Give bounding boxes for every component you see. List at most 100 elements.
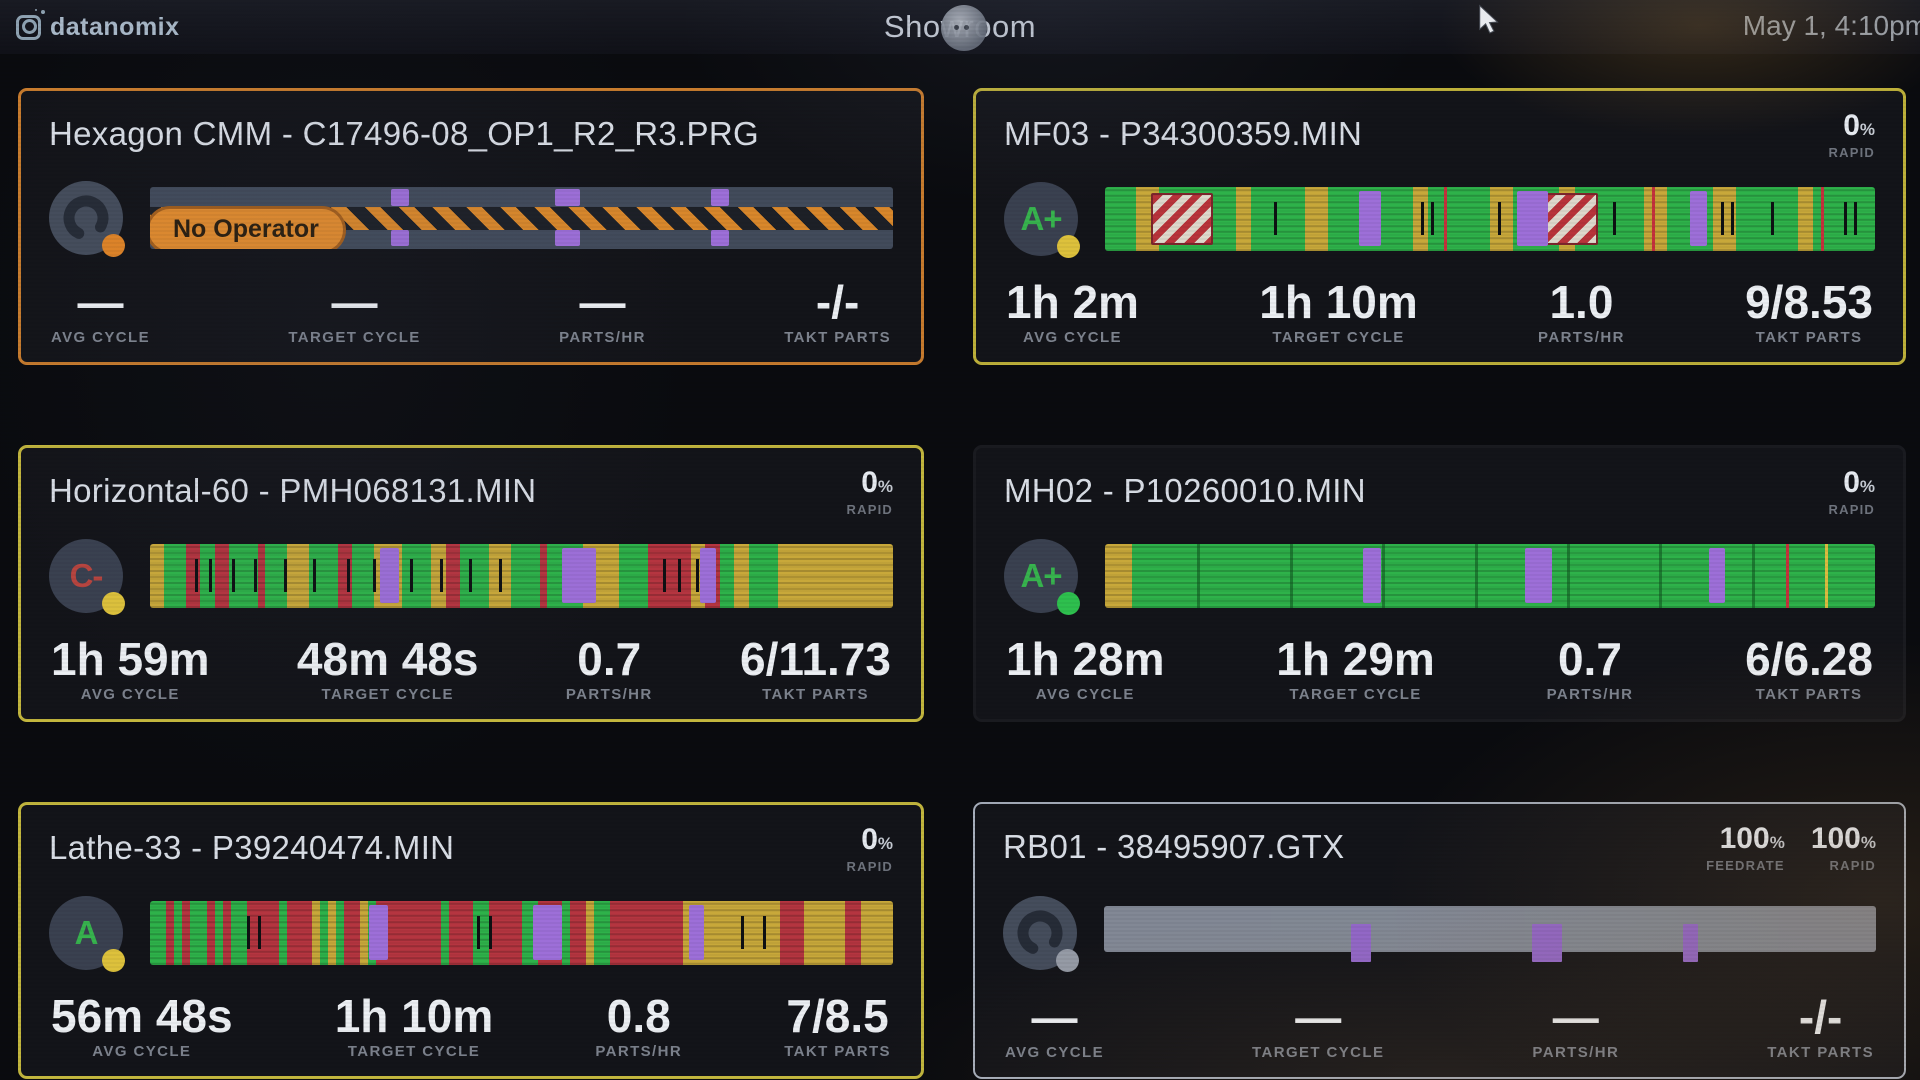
stat-avg-cycle: 56m 48s AVG CYCLE (51, 989, 233, 1060)
operator-event-block (562, 548, 596, 604)
override-meters: 0% RAPID (847, 468, 893, 518)
no-operator-badge: No Operator (150, 205, 346, 250)
operator-event-block (1683, 924, 1699, 962)
override-meters: 0% RAPID (1828, 466, 1875, 518)
barrier-block (1543, 192, 1598, 246)
tile-header: Horizontal-60 - PMH068131.MIN 0% RAPID (49, 468, 893, 518)
machine-tile[interactable]: RB01 - 38495907.GTX 100% FEEDRATE 100% RAPI… (973, 802, 1906, 1079)
tile-header: MH02 - P10260010.MIN 0% RAPID (1004, 466, 1875, 518)
override-meter-rapid: 0% RAPID (846, 823, 893, 875)
machine-tile[interactable]: Hexagon CMM - C17496-08_OP1_R2_R3.PRG No… (18, 88, 924, 365)
stat-takt-parts: -/- TAKT PARTS (784, 275, 891, 346)
stat-target-cycle: — TARGET CYCLE (288, 275, 421, 346)
top-bar: datanomix Showroom May 1, 4:10pm (0, 0, 1920, 54)
override-meter-rapid: 0% RAPID (1828, 109, 1875, 161)
operator-event-block (391, 189, 410, 206)
machine-program-title: MH02 - P10260010.MIN (1004, 472, 1366, 509)
stat-takt-parts: 6/6.28 TAKT PARTS (1745, 632, 1873, 703)
stats-row: 1h 28m AVG CYCLE 1h 29m TARGET CYCLE 0.7 PART… (1004, 632, 1875, 703)
machine-program-title: Hexagon CMM - C17496-08_OP1_R2_R3.PRG (49, 115, 759, 152)
production-grade-icon: A (49, 895, 125, 972)
stat-avg-cycle: 1h 2m AVG CYCLE (1006, 275, 1139, 346)
stat-target-cycle: 1h 10m TARGET CYCLE (1259, 275, 1418, 346)
stat-target-cycle: 1h 10m TARGET CYCLE (334, 989, 494, 1060)
stat-takt-parts: 7/8.5 TAKT PARTS (784, 989, 891, 1060)
stat-takt-parts: 9/8.53 TAKT PARTS (1745, 275, 1873, 346)
stat-avg-cycle: — AVG CYCLE (51, 275, 150, 346)
stat-parts-hr: 0.7 PARTS/HR (565, 632, 653, 703)
stats-row: 56m 48s AVG CYCLE 1h 10m TARGET CYCLE 0.8 PAR… (49, 989, 893, 1060)
grade-letter: A (74, 913, 99, 951)
machine-tile-grid: Hexagon CMM - C17496-08_OP1_R2_R3.PRG No… (18, 88, 1906, 1079)
operator-event-block (554, 229, 581, 247)
status-dot (1057, 591, 1080, 615)
machine-tile[interactable]: MF03 - P34300359.MIN 0% RAPID A+ 1h 2m AVG… (973, 88, 1906, 365)
machine-tile[interactable]: MH02 - P10260010.MIN 0% RAPID A+ 1h 28m AV… (973, 445, 1906, 722)
tile-body: No Operator (49, 176, 893, 260)
override-meters: 100% FEEDRATE 100% RAPID (1706, 822, 1876, 874)
operator-event-block (1532, 924, 1562, 962)
mouse-cursor (1479, 4, 1499, 34)
stat-target-cycle: 1h 29m TARGET CYCLE (1276, 632, 1435, 703)
stat-takt-parts: -/- TAKT PARTS (1767, 990, 1874, 1061)
stat-parts-hr: 1.0 PARTS/HR (1538, 275, 1625, 346)
machine-program-title: RB01 - 38495907.GTX (1003, 828, 1345, 865)
operator-event-block (710, 189, 729, 206)
tile-body: A (49, 891, 893, 975)
tile-header: RB01 - 38495907.GTX 100% FEEDRATE 100% RAPI… (1003, 822, 1876, 874)
stat-avg-cycle: 1h 28m AVG CYCLE (1006, 632, 1165, 703)
operator-event-block (1351, 924, 1372, 962)
status-dot (1057, 234, 1080, 258)
operator-event-block (1362, 548, 1381, 604)
stats-row: — AVG CYCLE — TARGET CYCLE — PARTS/HR -/- TAKT … (49, 275, 893, 346)
cycle-timeline-bar (150, 900, 893, 965)
cycle-timeline-bar (1105, 186, 1875, 251)
stat-takt-parts: 6/11.73 TAKT PARTS (740, 632, 891, 703)
status-dot (102, 591, 125, 615)
operator-event-block (699, 548, 717, 604)
datanomix-logo-icon (16, 9, 45, 40)
machine-tile[interactable]: Horizontal-60 - PMH068131.MIN 0% RAPID C-… (18, 445, 924, 722)
grade-letter: A+ (1020, 556, 1062, 594)
grade-letter: A+ (1020, 199, 1062, 237)
cycle-timeline-bar (150, 543, 893, 608)
operator-event-block (380, 548, 399, 604)
stat-target-cycle: 48m 48s TARGET CYCLE (296, 632, 479, 703)
operator-event-block (1690, 191, 1708, 247)
stats-row: 1h 2m AVG CYCLE 1h 10m TARGET CYCLE 1.0 PARTS… (1004, 275, 1875, 346)
tile-header: Lathe-33 - P39240474.MIN 0% RAPID (49, 823, 893, 875)
operator-event-block (1516, 191, 1548, 247)
stat-target-cycle: — TARGET CYCLE (1252, 990, 1385, 1061)
cycle-timeline-bar (1104, 905, 1876, 962)
stat-parts-hr: — PARTS/HR (1532, 990, 1620, 1061)
status-dot (102, 234, 125, 258)
stat-parts-hr: — PARTS/HR (559, 275, 646, 346)
operator-event-block (554, 189, 581, 206)
production-grade-icon: A+ (1004, 538, 1080, 615)
override-meter-rapid: 0% RAPID (1828, 466, 1875, 518)
gauge-icon (1017, 910, 1063, 956)
production-grade-icon: A+ (1004, 181, 1080, 258)
operator-event-block (532, 905, 563, 961)
operator-event-block (1709, 548, 1725, 604)
stats-row: — AVG CYCLE — TARGET CYCLE — PARTS/HR -/- TAKT … (1003, 990, 1876, 1061)
datanomix-logo: datanomix (16, 9, 180, 42)
stat-avg-cycle: — AVG CYCLE (1005, 990, 1104, 1061)
production-grade-icon (49, 181, 125, 258)
stat-parts-hr: 0.7 PARTS/HR (1546, 632, 1634, 703)
machine-program-title: Horizontal-60 - PMH068131.MIN (49, 472, 537, 509)
machine-tile[interactable]: Lathe-33 - P39240474.MIN 0% RAPID A 56m 4… (18, 802, 924, 1079)
operator-event-block (391, 229, 410, 247)
tile-header: MF03 - P34300359.MIN 0% RAPID (1004, 109, 1875, 161)
stat-parts-hr: 0.8 PARTS/HR (595, 989, 683, 1060)
tile-body: A+ (1004, 534, 1875, 618)
override-meter-feedrate: 100% FEEDRATE (1706, 822, 1785, 874)
webcam-reflection (941, 5, 987, 51)
override-meters: 0% RAPID (1828, 109, 1875, 161)
gauge-icon (63, 195, 109, 241)
production-grade-icon (1003, 895, 1079, 972)
machine-program-title: Lathe-33 - P39240474.MIN (49, 829, 455, 866)
operator-event-block (1359, 191, 1381, 247)
machine-program-title: MF03 - P34300359.MIN (1004, 115, 1363, 152)
grade-letter: C- (69, 556, 104, 594)
